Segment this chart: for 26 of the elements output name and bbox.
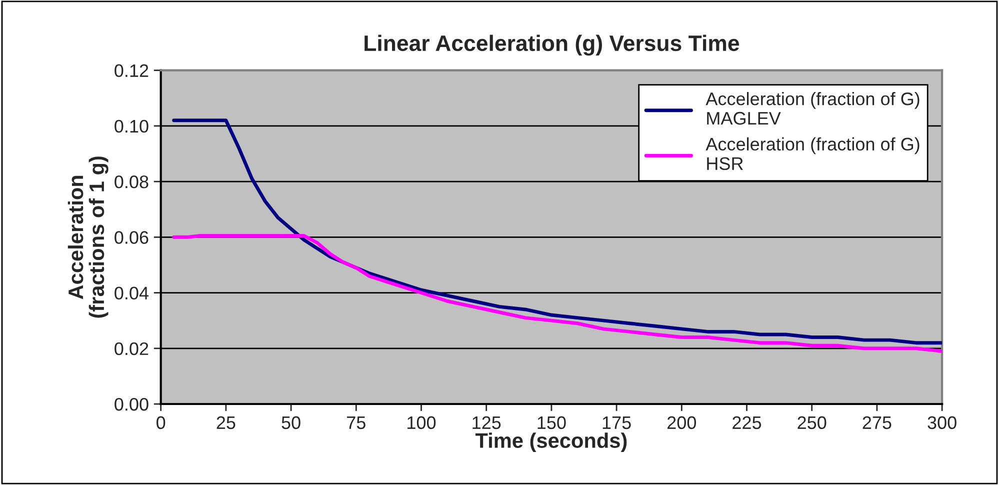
legend-label: Acceleration (fraction of G) MAGLEV xyxy=(706,92,920,125)
y-tick-label: 0.06 xyxy=(114,231,148,244)
y-tick-label: 0.02 xyxy=(114,342,148,356)
x-tick-label: 75 xyxy=(347,416,366,430)
x-tick-label: 250 xyxy=(798,416,826,430)
chart-title: Linear Acceleration (g) Versus Time xyxy=(364,34,740,56)
x-tick-label: 50 xyxy=(282,416,300,430)
x-tick-label: 300 xyxy=(928,416,956,430)
x-tick-label: 125 xyxy=(472,416,501,430)
y-tick-label: 0.08 xyxy=(114,175,148,188)
x-tick-label: 225 xyxy=(732,416,762,430)
y-tick-label: 0.04 xyxy=(114,286,149,300)
legend-label: Acceleration (fraction of G) HSR xyxy=(706,137,920,170)
x-tick-label: 0 xyxy=(156,416,166,430)
x-axis-title: Time (seconds) xyxy=(475,432,627,452)
y-tick-label: 0.12 xyxy=(114,64,148,78)
y-tick-label: 0.10 xyxy=(114,120,148,133)
x-tick-label: 275 xyxy=(862,416,892,430)
x-tick-label: 175 xyxy=(602,416,631,430)
y-axis-title: Acceleration (fractions of 1 g) xyxy=(68,156,108,318)
x-tick-label: 25 xyxy=(216,416,236,430)
x-tick-label: 100 xyxy=(408,416,436,430)
x-tick-label: 200 xyxy=(668,416,696,430)
x-tick-label: 150 xyxy=(538,416,566,430)
y-tick-label: 0.00 xyxy=(114,398,148,411)
line-series xyxy=(172,234,942,353)
